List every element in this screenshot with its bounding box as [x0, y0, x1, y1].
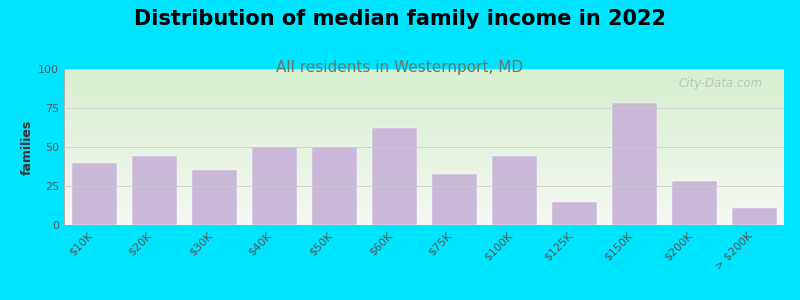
Bar: [551, 202, 597, 225]
Text: Distribution of median family income in 2022: Distribution of median family income in …: [134, 9, 666, 29]
Bar: [251, 147, 297, 225]
Bar: [671, 181, 717, 225]
Bar: [731, 208, 777, 225]
Bar: [71, 163, 117, 225]
Bar: [311, 147, 357, 225]
Text: City-Data.com: City-Data.com: [678, 77, 762, 90]
Y-axis label: families: families: [21, 119, 34, 175]
Bar: [431, 173, 477, 225]
Bar: [371, 128, 417, 225]
Bar: [491, 156, 537, 225]
Bar: [611, 103, 657, 225]
Bar: [191, 170, 237, 225]
Text: All residents in Westernport, MD: All residents in Westernport, MD: [277, 60, 523, 75]
Bar: [131, 156, 177, 225]
